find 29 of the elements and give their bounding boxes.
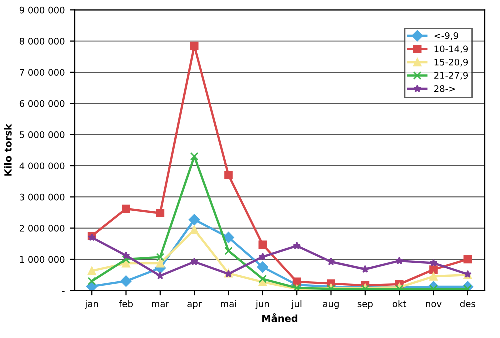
y-axis-title: Kilo torsk — [4, 124, 12, 176]
y-tick-label: 7 000 000 — [20, 69, 65, 76]
y-tick-label: 9 000 000 — [20, 6, 65, 14]
y-tick-label: 2 000 000 — [20, 225, 65, 232]
x-axis-title: Måned — [262, 313, 298, 322]
x-tick-label: jun — [256, 300, 270, 310]
x-tick-label: jul — [292, 300, 302, 310]
y-tick-label: 3 000 000 — [20, 194, 65, 201]
legend-label: 28-> — [434, 85, 456, 92]
legend-label: 15-20,9 — [434, 58, 468, 67]
legend-label: 10-14,9 — [434, 46, 468, 54]
x-tick-label: aug — [323, 302, 339, 310]
x-tick-label: nov — [426, 302, 442, 308]
legend-label: 21-27,9 — [434, 72, 468, 80]
x-tick-label: apr — [188, 302, 202, 310]
legend-label: <-9,9 — [434, 32, 458, 40]
x-tick-label: sep — [358, 302, 373, 310]
x-tick-label: jan — [85, 300, 98, 310]
x-tick-label: okt — [392, 300, 407, 308]
y-tick-label: - — [62, 291, 65, 292]
x-tick-label: mar — [152, 302, 170, 308]
y-tick-label: 8 000 000 — [20, 38, 65, 45]
y-tick-label: 5 000 000 — [20, 132, 65, 138]
y-tick-label: 6 000 000 — [20, 100, 65, 108]
x-tick-label: feb — [119, 300, 133, 308]
y-tick-label: 4 000 000 — [20, 162, 65, 170]
x-tick-label: mai — [221, 300, 236, 308]
y-tick-label: 1 000 000 — [20, 256, 65, 264]
x-tick-label: des — [460, 300, 476, 308]
